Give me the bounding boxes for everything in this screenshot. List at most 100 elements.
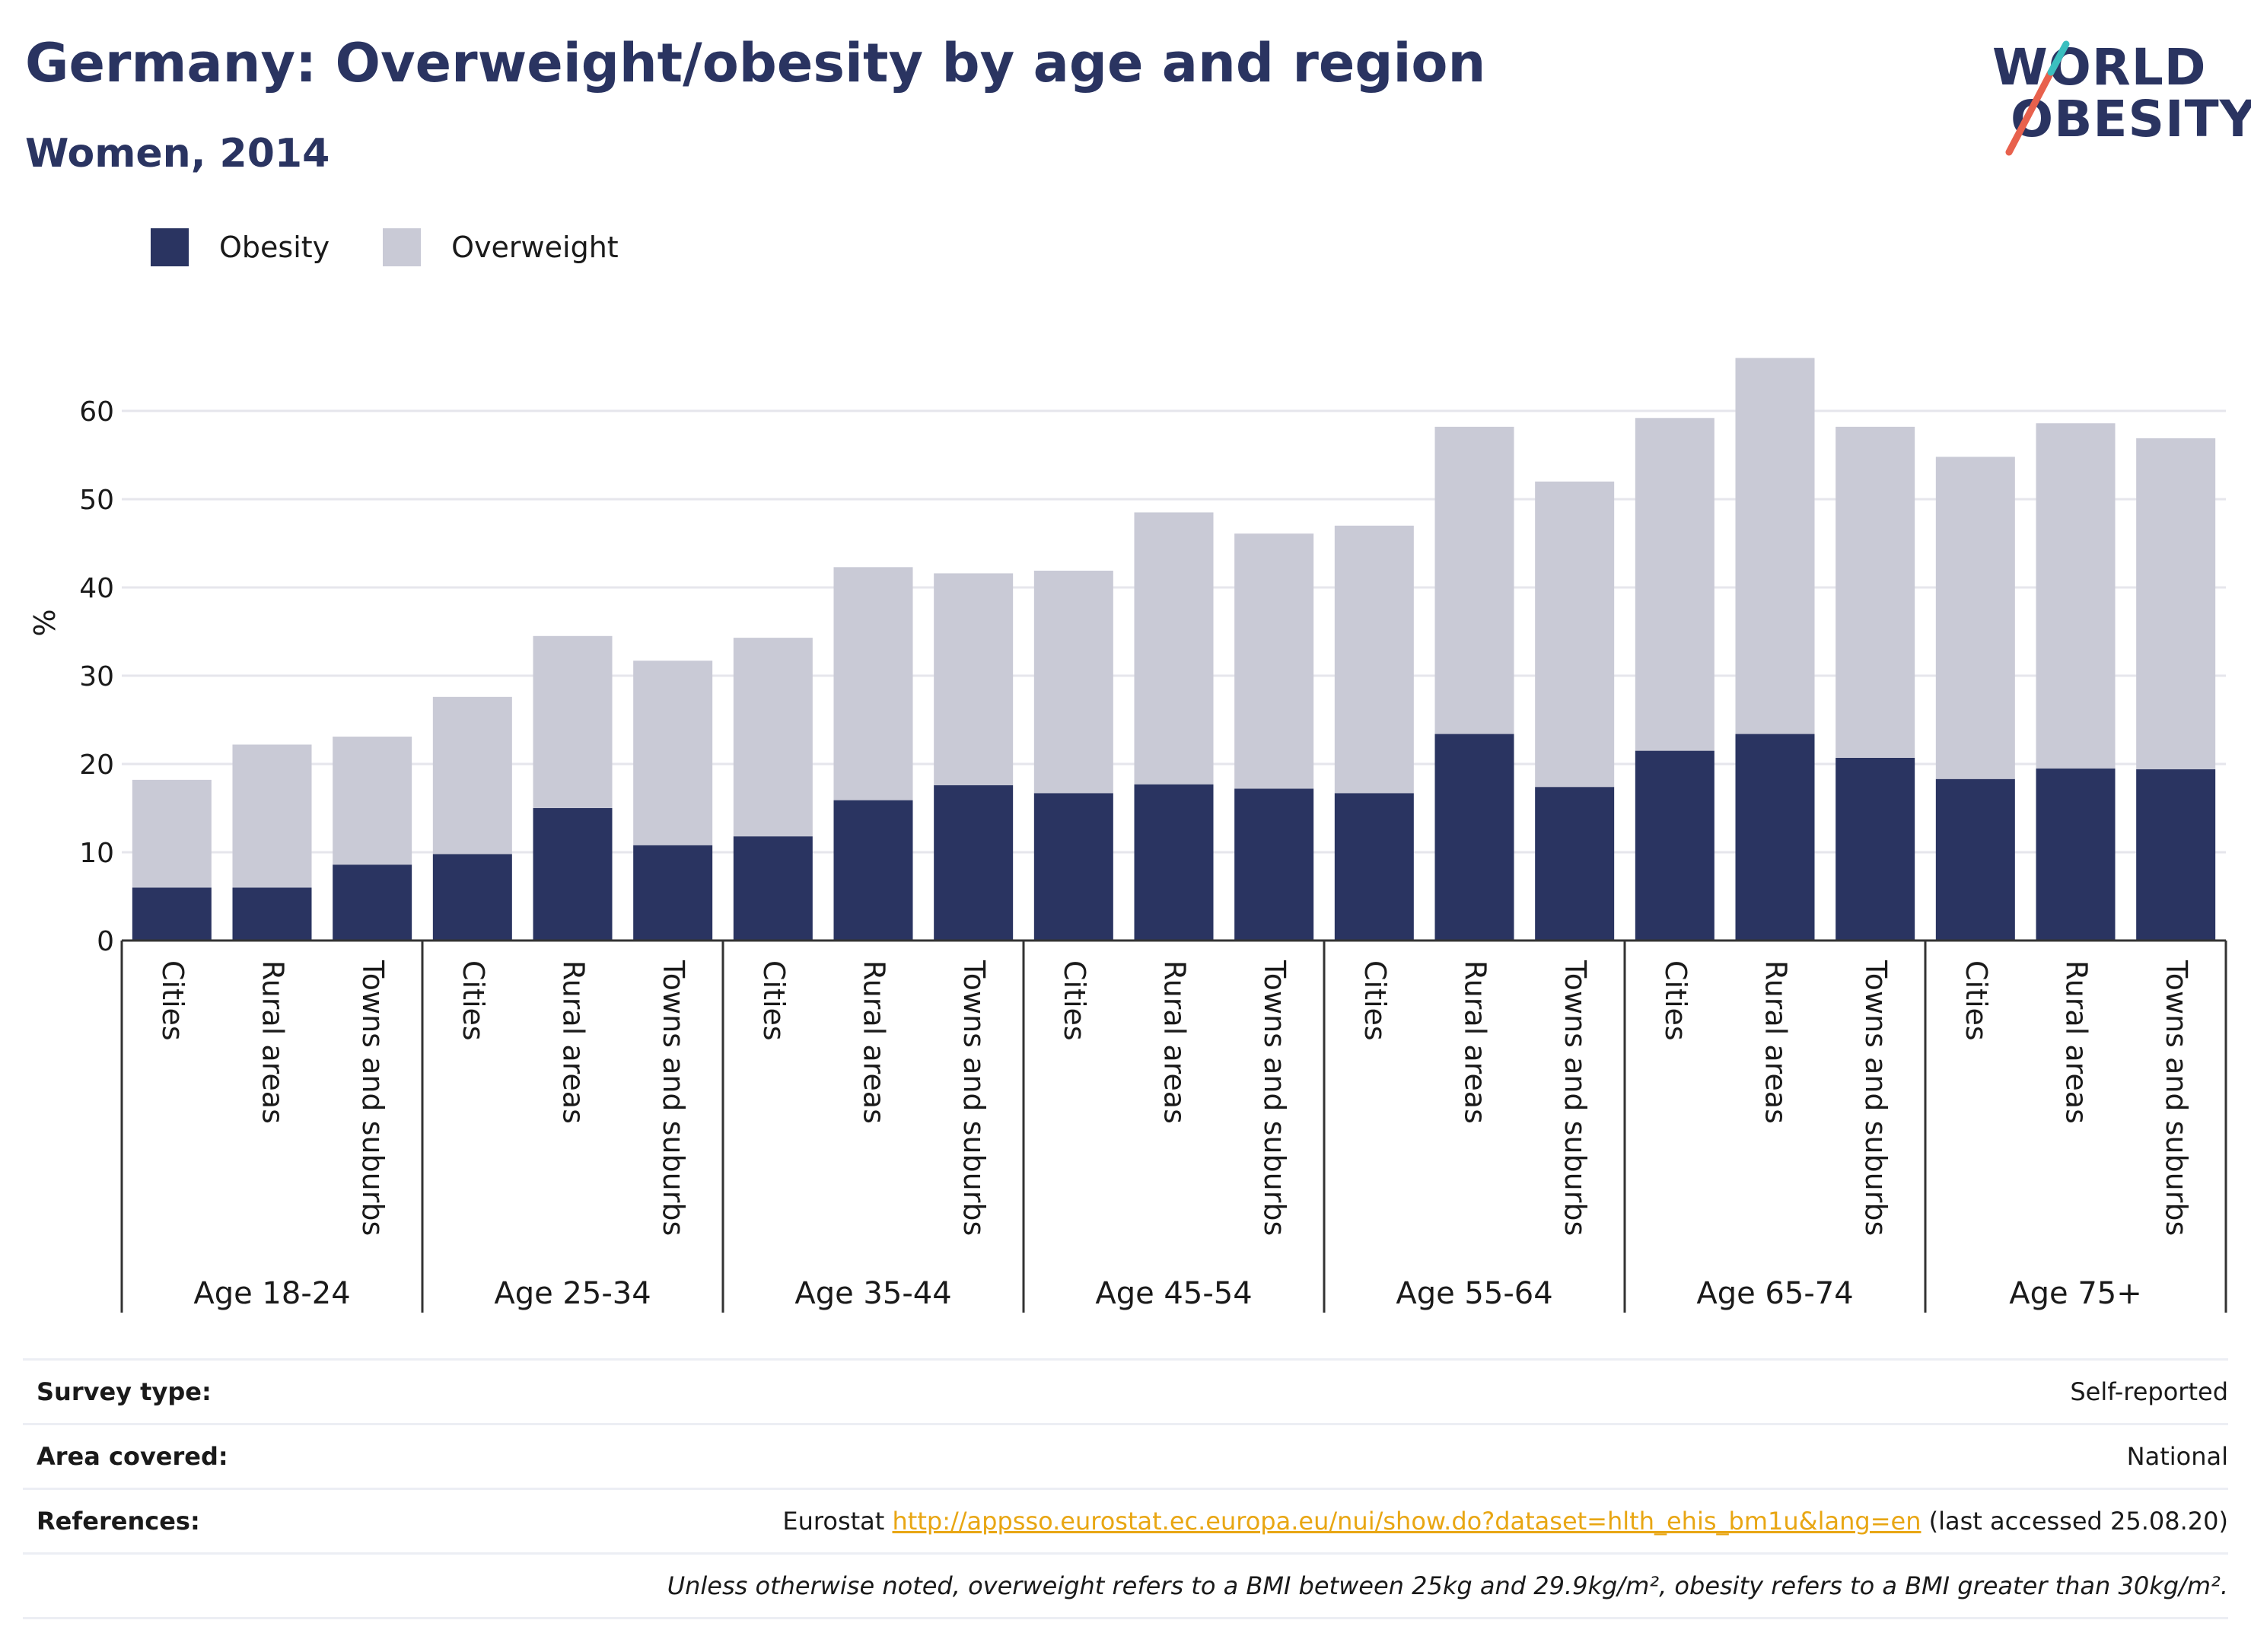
bar-obesity <box>1935 778 2015 941</box>
definition-note: Unless otherwise noted, overweight refer… <box>667 1571 2228 1600</box>
y-tick-label: 20 <box>79 750 114 781</box>
bar-obesity <box>2036 768 2116 941</box>
world-obesity-logo: WORLD OBESITY <box>1979 23 2251 160</box>
bar-obesity <box>1134 784 1214 941</box>
x-category-label: Cities <box>457 960 490 1041</box>
y-tick-label: 50 <box>79 485 114 516</box>
bar-obesity <box>1836 757 1915 941</box>
bar-overweight <box>432 696 512 855</box>
bar-obesity <box>1033 793 1113 941</box>
x-category-label: Rural areas <box>1759 960 1793 1124</box>
bar-overweight <box>1735 358 1815 734</box>
logo-line2: OBESITY <box>2011 90 2251 148</box>
bar-obesity <box>733 836 813 941</box>
x-group-label: Age 35-44 <box>794 1276 951 1311</box>
bar-obesity <box>533 808 613 941</box>
bar-obesity <box>232 887 312 941</box>
legend-swatch-overweight <box>383 228 422 266</box>
x-category-label: Cities <box>156 960 189 1041</box>
bar-overweight <box>232 744 312 888</box>
info-value: National <box>2126 1442 2228 1471</box>
bar-obesity <box>1334 793 1414 941</box>
bar-overweight <box>333 737 412 865</box>
bar-obesity <box>432 854 512 941</box>
info-label: References: <box>37 1507 200 1536</box>
x-category-label: Towns and suburbs <box>2160 960 2193 1236</box>
y-tick-label: 60 <box>79 396 114 428</box>
info-value: Eurostat http://appsso.eurostat.ec.europ… <box>782 1507 2228 1536</box>
bar-overweight <box>1134 512 1214 785</box>
bar-obesity <box>132 887 212 941</box>
x-category-label: Cities <box>757 960 791 1041</box>
y-axis-label: % <box>28 609 62 636</box>
legend-item-overweight[interactable]: Overweight <box>383 228 619 266</box>
x-category-label: Rural areas <box>557 960 591 1124</box>
y-tick-label: 30 <box>79 661 114 692</box>
x-category-label: Towns and suburbs <box>1258 960 1291 1236</box>
bar-overweight <box>1635 418 1715 751</box>
bar-obesity <box>333 864 412 941</box>
x-group-label: Age 65-74 <box>1696 1276 1853 1311</box>
legend-label-obesity: Obesity <box>219 231 330 264</box>
bar-obesity <box>1535 787 1615 941</box>
x-group-label: Age 75+ <box>2009 1276 2142 1311</box>
x-category-label: Cities <box>1058 960 1091 1041</box>
page-title: Germany: Overweight/obesity by age and r… <box>25 32 1486 94</box>
bar-obesity <box>2136 769 2216 941</box>
x-category-label: Rural areas <box>2060 960 2093 1124</box>
info-row-area-covered: Area covered: National <box>23 1423 2228 1488</box>
bar-overweight <box>833 567 913 801</box>
x-category-label: Towns and suburbs <box>1859 960 1893 1236</box>
y-tick-label: 10 <box>79 838 114 869</box>
x-category-label: Rural areas <box>256 960 290 1124</box>
x-category-label: Rural areas <box>1459 960 1492 1124</box>
bar-overweight <box>1535 481 1615 788</box>
logo-line1: WORLD <box>1992 38 2207 97</box>
bar-obesity <box>934 785 1014 941</box>
info-label: Survey type: <box>37 1377 212 1406</box>
bar-obesity <box>1735 734 1815 941</box>
stacked-bar-chart: 0 10 20 30 40 50 60% Cities Rural areas Towns and… <box>28 358 2227 1313</box>
x-category-label: Rural areas <box>858 960 891 1124</box>
bar-overweight <box>1033 570 1113 794</box>
bar-overweight <box>1434 426 1514 734</box>
bar-obesity <box>633 845 713 941</box>
x-category-label: Rural areas <box>1158 960 1192 1124</box>
info-row-note: Unless otherwise noted, overweight refer… <box>23 1552 2228 1619</box>
bar-obesity <box>1635 750 1715 941</box>
bar-overweight <box>633 660 713 845</box>
legend-label-overweight: Overweight <box>451 231 619 264</box>
bar-overweight <box>934 573 1014 785</box>
x-group-label: Age 25-34 <box>494 1276 651 1311</box>
y-tick-label: 0 <box>97 926 114 957</box>
info-label: Area covered: <box>37 1442 228 1471</box>
bar-overweight <box>1935 457 2015 779</box>
bar-overweight <box>132 779 212 888</box>
bar-overweight <box>733 638 813 837</box>
x-category-label: Cities <box>1659 960 1692 1041</box>
reference-prefix: Eurostat <box>782 1507 893 1536</box>
x-category-label: Towns and suburbs <box>657 960 690 1236</box>
y-tick-label: 40 <box>79 573 114 604</box>
info-value: Self-reported <box>2070 1377 2228 1406</box>
x-group-label: Age 55-64 <box>1396 1276 1552 1311</box>
reference-link[interactable]: http://appsso.eurostat.ec.europa.eu/nui/… <box>892 1507 1921 1536</box>
reference-suffix: (last accessed 25.08.20) <box>1921 1507 2228 1536</box>
x-category-label: Towns and suburbs <box>957 960 991 1236</box>
bar-overweight <box>1334 525 1414 794</box>
bar-overweight <box>2036 423 2116 769</box>
x-category-label: Towns and suburbs <box>356 960 390 1236</box>
bar-overweight <box>533 635 613 808</box>
legend-swatch-obesity <box>151 228 189 266</box>
logo-slash-icon <box>2005 40 2070 156</box>
x-category-label: Cities <box>1960 960 1993 1041</box>
bar-overweight <box>1234 533 1314 789</box>
info-table: Survey type: Self-reported Area covered:… <box>23 1358 2228 1619</box>
x-category-label: Towns and suburbs <box>1559 960 1592 1236</box>
legend-item-obesity[interactable]: Obesity <box>151 228 330 266</box>
chart-legend: Obesity Overweight <box>151 224 672 270</box>
info-row-survey-type: Survey type: Self-reported <box>23 1358 2228 1423</box>
bar-obesity <box>1434 734 1514 941</box>
bar-obesity <box>1234 788 1314 941</box>
x-group-label: Age 18-24 <box>193 1276 350 1311</box>
